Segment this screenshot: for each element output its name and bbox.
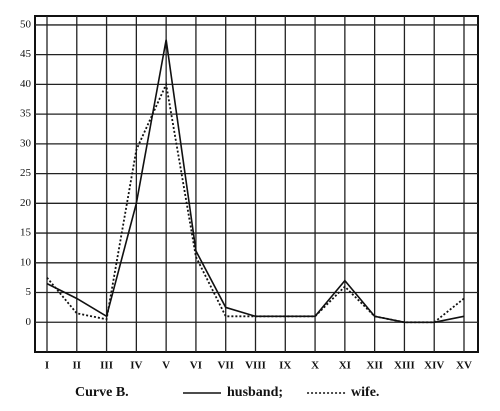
x-tick-label: VI — [190, 360, 202, 372]
y-tick-label: 25 — [20, 167, 32, 179]
y-tick-label: 10 — [20, 256, 32, 268]
y-tick-label: 0 — [26, 316, 32, 328]
y-tick-label: 30 — [20, 137, 32, 149]
x-tick-label: I — [45, 360, 49, 372]
x-tick-label: XII — [366, 360, 383, 372]
x-tick-label: IX — [279, 360, 291, 372]
x-tick-label: V — [162, 360, 170, 372]
legend-label: husband; — [227, 385, 283, 400]
x-tick-label: VII — [217, 360, 234, 372]
x-tick-label: XIII — [394, 360, 415, 372]
caption: Curve B. — [75, 385, 129, 400]
y-tick-label: 15 — [20, 227, 32, 239]
x-tick-label: II — [73, 360, 82, 372]
y-tick-label: 5 — [26, 286, 32, 298]
x-tick-label: VIII — [245, 360, 266, 372]
y-tick-label: 20 — [20, 197, 32, 209]
x-tick-label: XIV — [424, 360, 444, 372]
x-tick-label: X — [311, 360, 319, 372]
legend-label: wife. — [351, 385, 379, 400]
y-tick-label: 35 — [20, 108, 32, 120]
plot-frame — [34, 15, 479, 353]
x-tick-label: III — [100, 360, 113, 372]
x-tick-label: XI — [339, 360, 351, 372]
series-line — [46, 81, 465, 324]
x-tick-label: IV — [130, 360, 142, 372]
y-tick-label: 50 — [20, 18, 32, 30]
y-tick-label: 45 — [20, 48, 32, 60]
y-tick-label: 40 — [20, 78, 32, 90]
x-tick-label: XV — [456, 360, 472, 372]
